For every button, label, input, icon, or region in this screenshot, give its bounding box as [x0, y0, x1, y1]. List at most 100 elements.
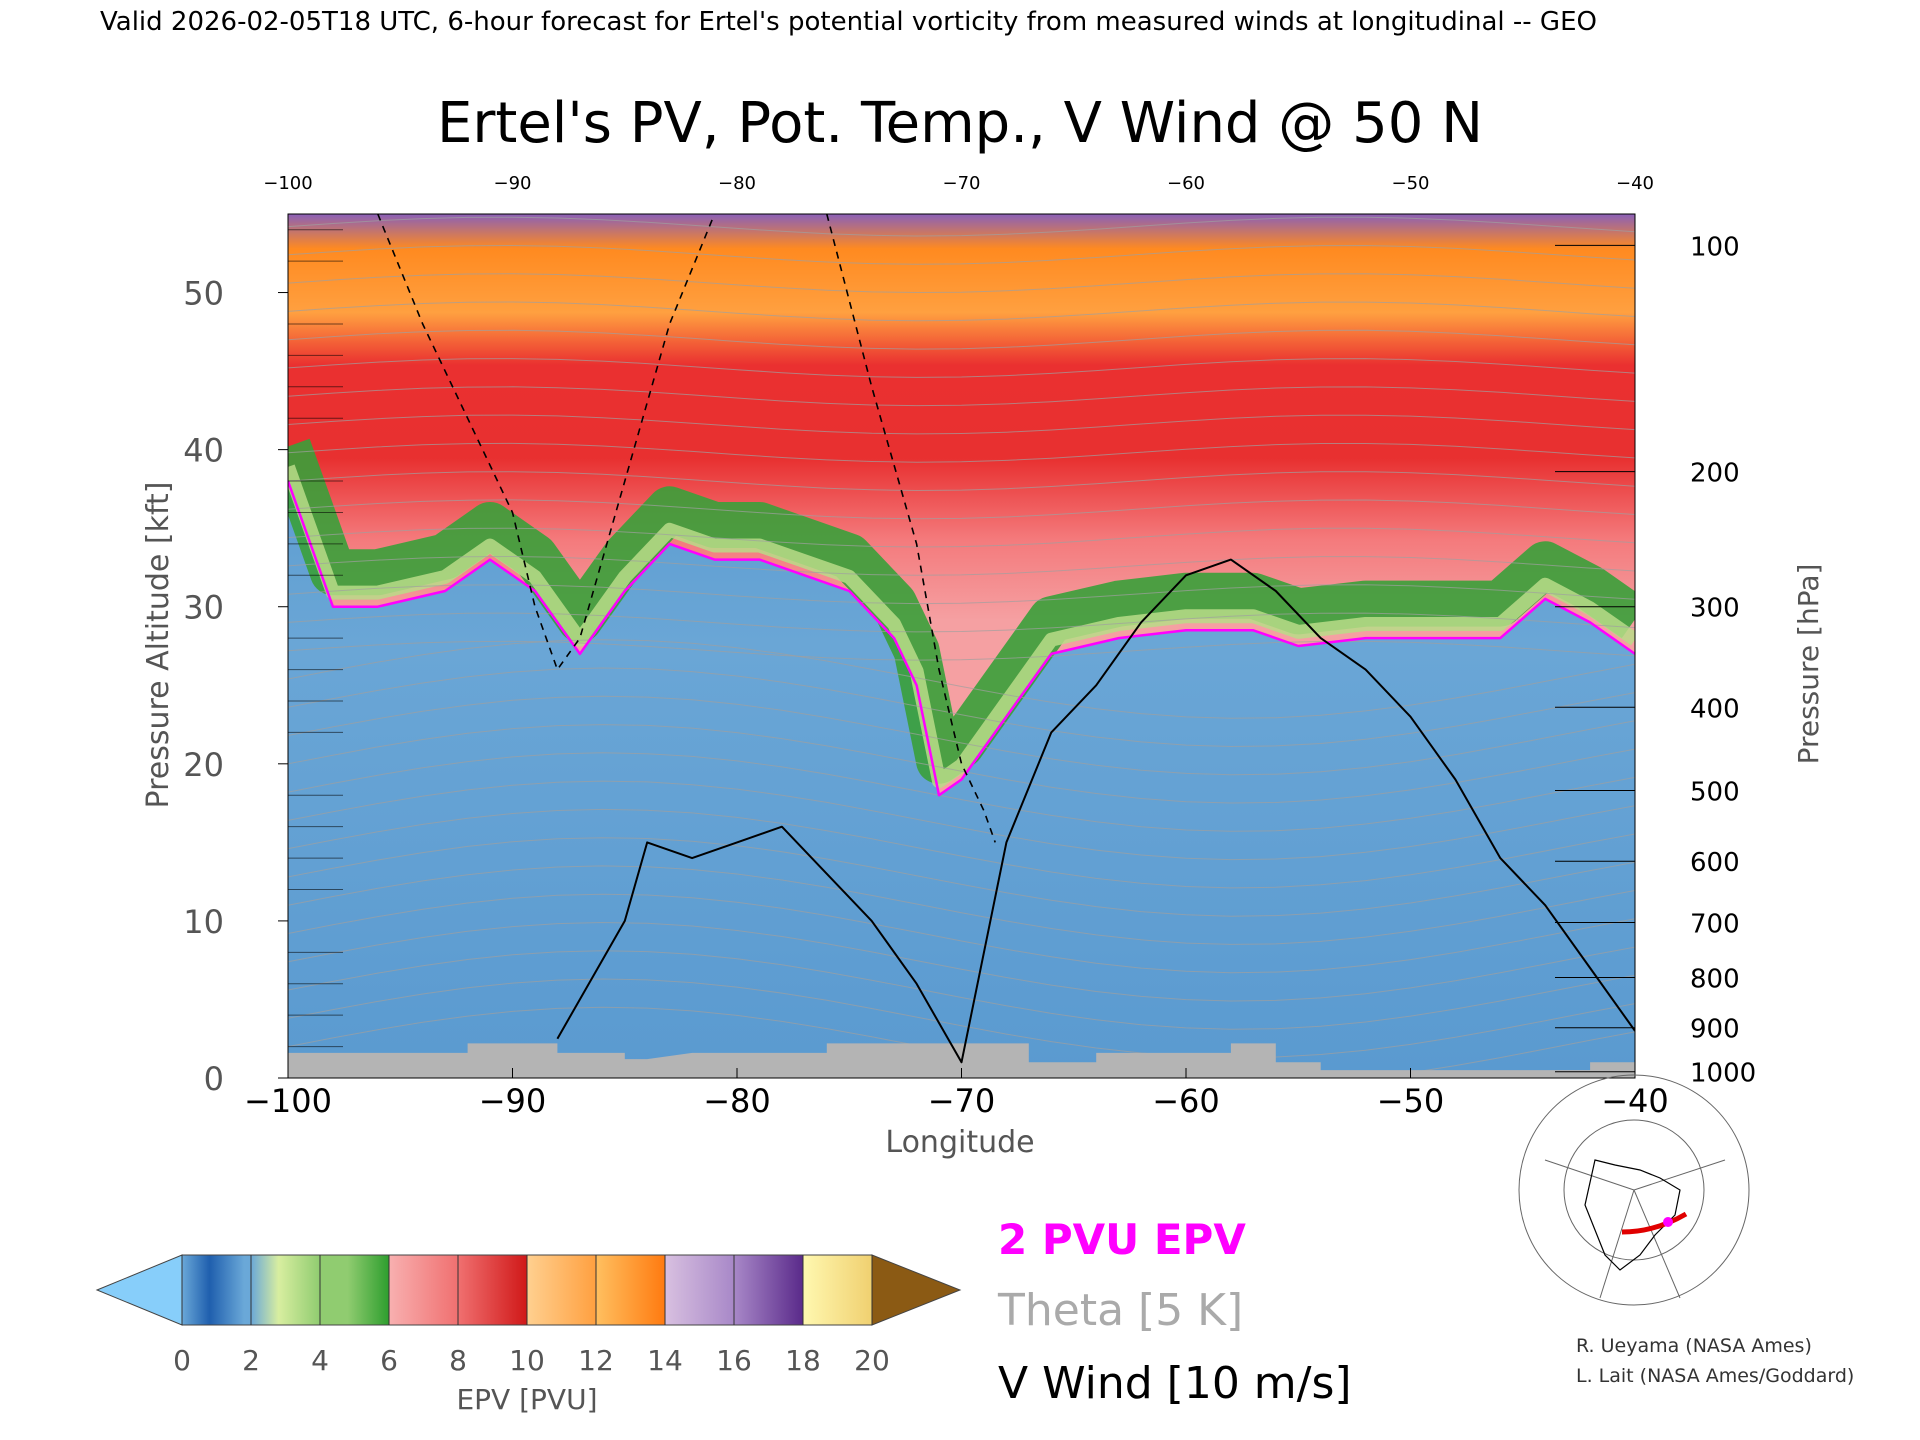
pv-transition-band: [288, 438, 1635, 784]
theta-contour-line: [288, 244, 1635, 265]
colorbar-under-arrow: [95, 1254, 183, 1326]
colorbar-tick-label: 6: [380, 1344, 398, 1377]
y-tick-label: 50: [183, 275, 224, 313]
theta-contour-line: [288, 921, 1635, 1002]
theta-contour-line: [288, 695, 1635, 776]
inset-map-latitude-ring: [1518, 1074, 1750, 1306]
x-tick-label: −100: [244, 1082, 332, 1120]
valid-time-header: Valid 2026-02-05T18 UTC, 6-hour forecast…: [100, 7, 1597, 37]
y-axis-left: 0 10 20 30 40 50: [183, 229, 343, 1098]
x-top-tick-label: −100: [263, 173, 312, 194]
v-wind-zero-contour: [556, 558, 1635, 1064]
theta-contour-line: [288, 893, 1635, 974]
theta-contour-line: [288, 301, 1635, 322]
colorbar-tick-label: 4: [311, 1344, 329, 1377]
x-tick-label: −90: [479, 1082, 547, 1120]
y-tick-label: 20: [183, 746, 224, 784]
theta-contour-line: [288, 216, 1635, 237]
theta-contour-line: [288, 640, 1635, 661]
credit-line-1: R. Ueyama (NASA Ames): [1576, 1335, 1812, 1357]
pressure-tick-label: 300: [1690, 594, 1740, 624]
theta-contour-line: [288, 808, 1635, 889]
theta-contour-line: [288, 471, 1635, 492]
chart-title: Ertel's PV, Pot. Temp., V Wind @ 50 N: [437, 91, 1483, 156]
theta-contour-line: [288, 639, 1635, 719]
x-axis-top: −100 −90 −80 −70 −60 −50 −40: [263, 173, 1654, 194]
theta-contour-line: [288, 273, 1635, 294]
colorbar-tick-label: 20: [854, 1344, 890, 1377]
inset-map-meridian: [1599, 1189, 1635, 1299]
x-top-tick-label: −80: [718, 173, 756, 194]
x-top-tick-label: −90: [494, 173, 532, 194]
colorbar-tick-label: 10: [509, 1344, 545, 1377]
x-tick-label: −40: [1601, 1082, 1669, 1120]
inset-map-coastline: [1584, 1159, 1681, 1271]
pv-2pvu-line: [288, 480, 1635, 797]
credit-line-2: L. Lait (NASA Ames/Goddard): [1576, 1365, 1854, 1387]
pv-transition-inner: [288, 464, 1635, 789]
theta-contour-line: [288, 358, 1635, 378]
y-tick-label: 10: [183, 903, 224, 941]
theta-contour-line: [288, 442, 1635, 463]
plot-area: [287, 213, 1636, 1079]
y-tick-label: 40: [183, 432, 224, 470]
pressure-tick-label: 200: [1690, 459, 1740, 489]
theta-contour-line: [288, 724, 1635, 804]
inset-map-meridian: [1633, 1189, 1681, 1299]
x-top-tick-label: −70: [943, 173, 981, 194]
theta-contour-line: [288, 780, 1635, 861]
theta-contour-line: [288, 414, 1635, 435]
theta-contour-line: [288, 865, 1635, 945]
legend-theta: Theta [5 K]: [997, 1285, 1243, 1336]
legend-vwind: V Wind [10 m/s]: [998, 1358, 1352, 1409]
theta-contour-line: [288, 555, 1635, 576]
x-axis-label: Longitude: [885, 1125, 1034, 1160]
x-tick-label: −80: [703, 1082, 771, 1120]
x-top-tick-label: −60: [1167, 173, 1205, 194]
theta-contour-line: [288, 950, 1635, 1030]
pressure-tick-label: 600: [1690, 848, 1740, 878]
y-tick-label: 0: [204, 1060, 224, 1098]
y-axis-label: Pressure Altitude [kft]: [141, 482, 176, 809]
theta-contour-line: [288, 667, 1635, 748]
colorbar-label: EPV [PVU]: [456, 1383, 597, 1416]
y-axis-right-pressure: 100 200 300 400 500 600 700 800 900 1000: [1555, 232, 1756, 1089]
x-tick-label: −50: [1377, 1082, 1445, 1120]
pressure-tick-label: 700: [1690, 909, 1740, 939]
inset-map-marker: [1663, 1217, 1673, 1227]
colorbar-tick-label: 12: [578, 1344, 614, 1377]
x-axis-bottom: −100 −90 −80 −70 −60 −50 −40: [244, 1068, 1669, 1120]
colorbar-tick-label: 16: [716, 1344, 752, 1377]
pressure-tick-label: 900: [1690, 1015, 1740, 1045]
legend-2pvu: 2 PVU EPV: [998, 1215, 1246, 1264]
legend: 2 PVU EPV Theta [5 K] V Wind [10 m/s]: [997, 1215, 1352, 1409]
theta-contours: [288, 216, 1635, 1078]
theta-contour-line: [288, 837, 1635, 917]
theta-contour-line: [288, 329, 1635, 350]
colorbar-ticks: 0 2 4 6 8 10 12 14 16 18 20: [173, 1255, 890, 1377]
theta-contour-line: [288, 527, 1635, 548]
colorbar-tick-label: 0: [173, 1344, 191, 1377]
inset-map-transect: [1621, 1211, 1688, 1235]
inset-location-map: [1518, 1074, 1750, 1306]
pressure-tick-label: 500: [1690, 778, 1740, 808]
pressure-tick-label: 1000: [1690, 1059, 1756, 1089]
v-wind-negative-contour: [377, 214, 716, 672]
inset-map-meridian: [1633, 1159, 1726, 1191]
x-tick-label: −70: [928, 1082, 996, 1120]
y-tick-label: 30: [183, 589, 224, 627]
pressure-tick-label: 800: [1690, 964, 1740, 994]
x-top-tick-label: −50: [1392, 173, 1430, 194]
x-tick-label: −60: [1152, 1082, 1220, 1120]
colorbar-over-arrow: [871, 1254, 962, 1326]
colorbar-tick-label: 8: [449, 1344, 467, 1377]
theta-contour-line: [288, 612, 1635, 633]
inset-map-meridian: [1544, 1159, 1635, 1191]
x-top-tick-label: −40: [1616, 173, 1654, 194]
theta-contour-line: [288, 386, 1635, 407]
pressure-tick-label: 400: [1690, 694, 1740, 724]
pressure-tick-label: 100: [1690, 232, 1740, 262]
colorbar-tick-label: 18: [785, 1344, 821, 1377]
y2-axis-label: Pressure [hPa]: [1792, 564, 1825, 765]
